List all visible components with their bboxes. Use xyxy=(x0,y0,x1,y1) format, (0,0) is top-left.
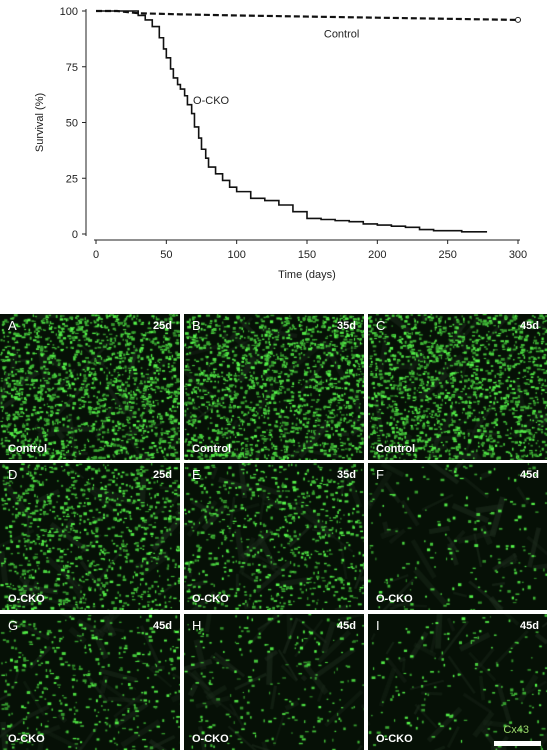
panel-condition: O-CKO xyxy=(8,593,45,605)
x-tick-label: 300 xyxy=(509,249,527,261)
micrograph-panel-i: I 45d O-CKO Cx43 xyxy=(368,614,547,750)
x-tick-label: 50 xyxy=(160,249,172,261)
panel-letter: B xyxy=(192,318,201,333)
survival-chart: 0 50 100 150 200 250 300 0 25 50 75 100 Survival (%… xyxy=(34,6,528,281)
control-series-line xyxy=(96,9,519,22)
micrograph-image xyxy=(0,614,180,750)
x-axis-label: Time (days) xyxy=(278,269,336,281)
panel-condition: Control xyxy=(192,443,232,455)
panel-age: 45d xyxy=(153,620,172,632)
ocko-series-line xyxy=(96,10,488,233)
micrograph-panel-a: A 25d Control xyxy=(0,314,180,460)
micrograph-image xyxy=(368,463,547,610)
control-series-label: Control xyxy=(324,28,359,40)
panel-condition: O-CKO xyxy=(376,593,413,605)
panel-age: 25d xyxy=(153,469,172,481)
y-axis-label: Survival (%) xyxy=(34,93,46,152)
panel-age: 45d xyxy=(337,620,356,632)
x-tick-label: 0 xyxy=(93,249,99,261)
panel-age: 45d xyxy=(520,469,539,481)
micrograph-image xyxy=(368,614,547,750)
panel-letter: G xyxy=(8,618,19,633)
ocko-series-label: O-CKO xyxy=(193,95,230,107)
micrograph-panel-e: E 35d O-CKO xyxy=(184,463,364,610)
panel-age: 35d xyxy=(337,469,356,481)
micrograph-panel-h: H 45d O-CKO xyxy=(184,614,364,750)
x-tick-label: 250 xyxy=(438,249,456,261)
panel-letter: H xyxy=(192,618,202,633)
micrograph-panel-c: C 45d Control xyxy=(368,314,547,460)
panel-condition: Control xyxy=(376,443,416,455)
x-tick-label: 100 xyxy=(227,249,245,261)
panel-condition: O-CKO xyxy=(8,733,45,745)
micrograph-panel-b: B 35d Control xyxy=(184,314,364,460)
micrograph-image xyxy=(0,314,180,460)
cx43-marker-label: Cx43 xyxy=(503,724,529,736)
y-tick-label: 75 xyxy=(66,62,78,74)
panel-condition: O-CKO xyxy=(376,733,413,745)
panel-letter: F xyxy=(376,467,384,482)
chart-series xyxy=(96,9,521,233)
panel-letter: C xyxy=(376,318,386,333)
micrograph-image xyxy=(184,463,364,610)
panel-condition: Control xyxy=(8,443,48,455)
panel-age: 25d xyxy=(153,320,172,332)
panel-letter: D xyxy=(8,467,18,482)
chart-axes: 0 50 100 150 200 250 300 0 25 50 75 100 xyxy=(60,6,528,261)
micrograph-image xyxy=(184,314,364,460)
y-tick-label: 25 xyxy=(66,173,78,185)
x-tick-label: 150 xyxy=(298,249,316,261)
micrograph-panel-d: D 25d O-CKO xyxy=(0,463,180,610)
panel-age: 45d xyxy=(520,620,539,632)
panel-letter: I xyxy=(376,618,380,633)
micrograph-image xyxy=(0,463,180,610)
micrograph-panel-g: G 45d O-CKO xyxy=(0,614,180,750)
micrograph-image xyxy=(184,614,364,750)
panel-age: 35d xyxy=(337,320,356,332)
y-tick-label: 0 xyxy=(72,229,78,241)
y-tick-label: 100 xyxy=(60,6,78,18)
x-tick-label: 200 xyxy=(368,249,386,261)
control-series-endpoint xyxy=(515,16,521,23)
panel-condition: O-CKO xyxy=(192,593,229,605)
micrograph-image xyxy=(368,314,547,460)
y-tick-label: 50 xyxy=(66,118,78,130)
micrograph-panel-f: F 45d O-CKO xyxy=(368,463,547,610)
panel-condition: O-CKO xyxy=(192,733,229,745)
panel-letter: A xyxy=(8,318,17,333)
scale-bar xyxy=(494,741,541,746)
panel-letter: E xyxy=(192,467,201,482)
panel-age: 45d xyxy=(520,320,539,332)
